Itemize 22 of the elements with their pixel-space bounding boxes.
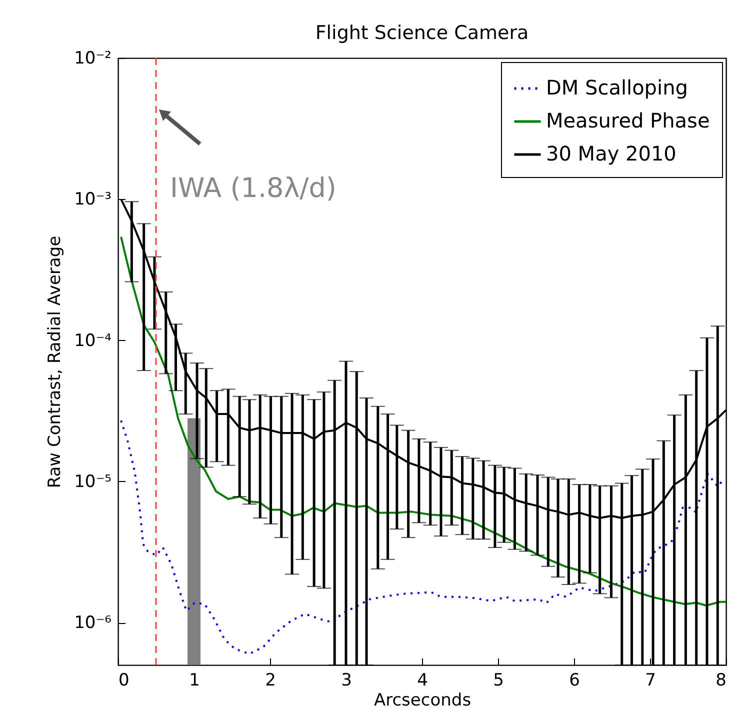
legend-label: DM Scalloping: [546, 76, 688, 100]
x-tick-label: 1: [189, 670, 200, 690]
y-tick-label: 10⁻⁶: [74, 613, 112, 634]
line-series: [120, 236, 727, 606]
y-tick-label: 10⁻⁵: [74, 472, 112, 492]
x-tick-label: 6: [569, 670, 580, 690]
x-tick-label: 5: [493, 670, 504, 690]
legend-label: 30 May 2010: [546, 142, 676, 166]
annotation: IWA (1.8λ/d): [170, 172, 336, 204]
y-tick-label: 10⁻²: [74, 48, 112, 68]
x-tick-label: 3: [341, 670, 352, 690]
x-tick-label: 2: [265, 670, 276, 690]
x-tick-label: 4: [417, 670, 428, 690]
y-tick-label: 10⁻⁴: [74, 330, 112, 351]
x-axis-title: Arcseconds: [374, 690, 472, 710]
x-tick-label: 8: [716, 670, 726, 690]
legend-label: Measured Phase: [546, 108, 710, 132]
x-tick-label: 7: [645, 670, 656, 690]
y-axis-title: Raw Contrast, Radial Average: [45, 236, 66, 488]
chart-title: Flight Science Camera: [315, 22, 529, 44]
x-tick-label: 0: [118, 670, 130, 690]
y-tick-label: 10⁻³: [74, 190, 112, 210]
